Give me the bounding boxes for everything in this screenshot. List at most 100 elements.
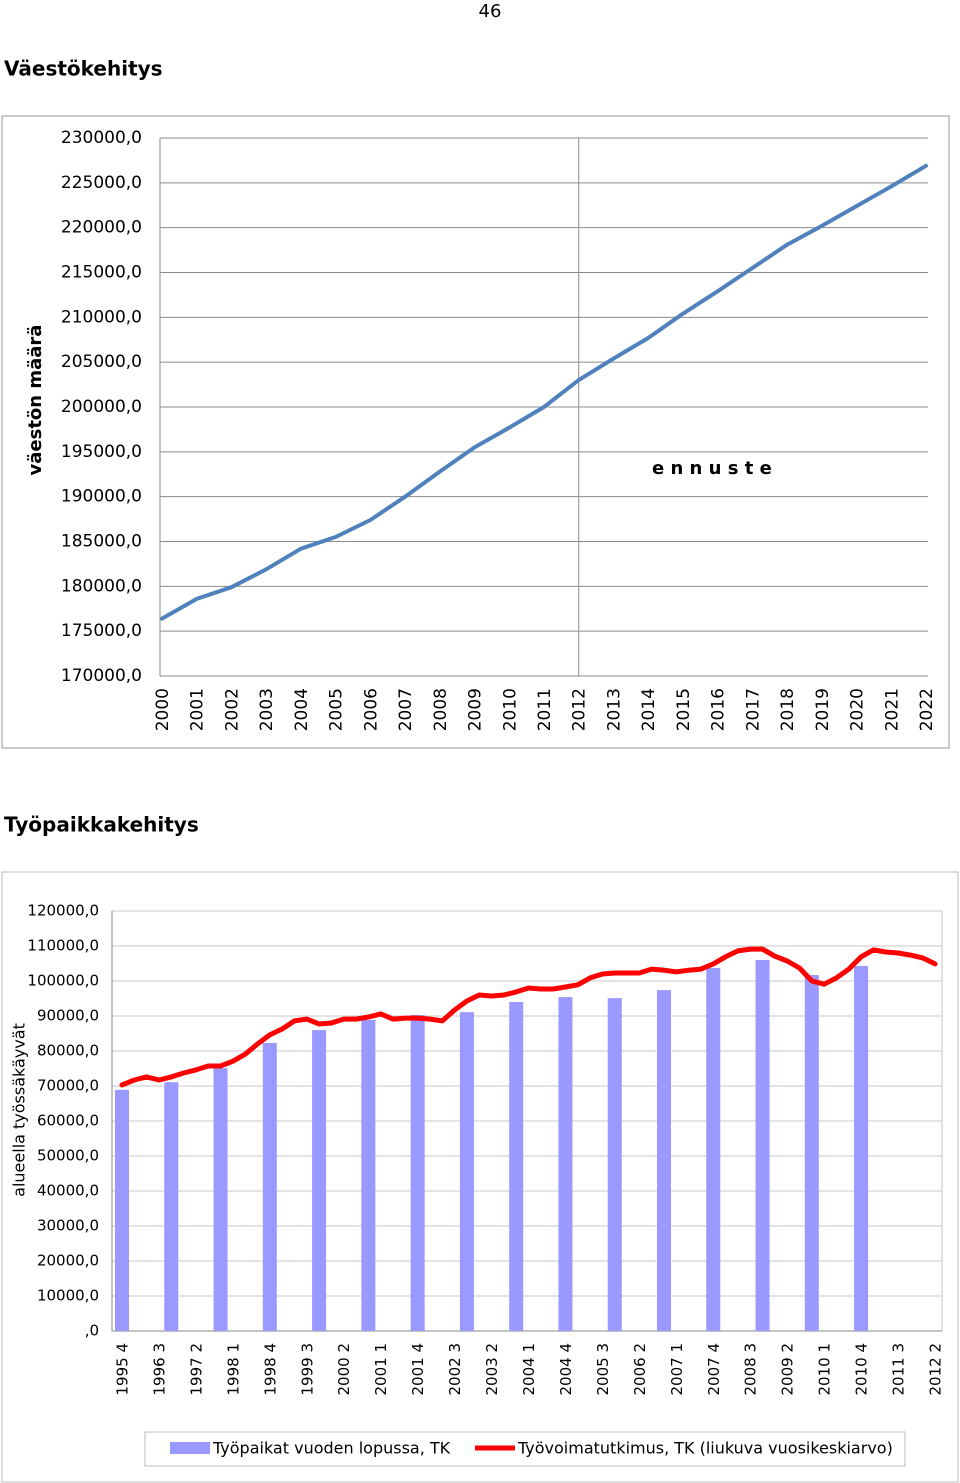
bar [312, 1030, 327, 1331]
x-tick-label: 2019 [813, 688, 833, 731]
y-tick-label: 120000,0 [27, 902, 99, 920]
y-tick-label: 185000,0 [61, 532, 142, 552]
y-tick-label: 100000,0 [27, 972, 99, 990]
heading: Työpaikkakehitys [4, 813, 199, 837]
y-tick-label: 210000,0 [61, 307, 142, 327]
page-number: 46 [479, 1, 502, 22]
y-tick-label: 10000,0 [37, 1287, 99, 1305]
bar [854, 965, 869, 1331]
x-tick-label: 2010 [500, 688, 520, 731]
x-tick-label: 2002 3 [446, 1343, 464, 1396]
y-tick-label: 195000,0 [61, 442, 142, 462]
y-tick-label: 205000,0 [61, 352, 142, 372]
y-tick-label: 230000,0 [61, 128, 142, 148]
y-tick-label: 20000,0 [37, 1252, 99, 1270]
bar [459, 1012, 474, 1331]
y-tick-label: 30000,0 [37, 1217, 99, 1235]
x-tick-label: 2001 [188, 688, 208, 731]
x-tick-label: 1996 3 [150, 1343, 168, 1396]
bar [706, 968, 721, 1331]
x-tick-label: 2005 [327, 688, 347, 731]
bar [657, 990, 671, 1331]
y-tick-label: 110000,0 [27, 937, 99, 955]
x-tick-label: 2004 4 [557, 1343, 575, 1396]
bar [164, 1082, 179, 1331]
legend-label: Työpaikat vuoden lopussa, TK [212, 1439, 451, 1458]
legend-label: Työvoimatutkimus, TK (liukuva vuosikeski… [517, 1439, 893, 1458]
x-tick-label: 1999 3 [298, 1343, 316, 1396]
y-tick-label: 180000,0 [61, 576, 142, 596]
x-tick-label: 2013 [604, 688, 624, 731]
legend-swatch [170, 1442, 210, 1454]
bar [509, 1002, 524, 1331]
y-tick-label: 225000,0 [61, 173, 142, 193]
y-tick-label: 80000,0 [37, 1042, 99, 1060]
y-tick-label: 175000,0 [61, 621, 142, 641]
x-tick-label: 2005 3 [594, 1343, 612, 1396]
x-tick-label: 2011 [535, 688, 555, 731]
bar [213, 1068, 228, 1331]
x-tick-label: 2008 3 [742, 1343, 760, 1396]
x-tick-label: 2007 [396, 688, 416, 731]
x-tick-label: 1997 2 [187, 1343, 205, 1396]
x-tick-label: 2020 [848, 688, 868, 731]
chart-frame [1, 115, 950, 749]
x-tick-label: 2010 1 [816, 1343, 834, 1396]
data-line [160, 163, 928, 621]
x-tick-label: 1995 4 [114, 1343, 132, 1396]
y-axis-label: alueella työssäkäyvät [10, 1023, 29, 1197]
bar [755, 960, 770, 1331]
x-tick-label: 2007 1 [668, 1343, 686, 1396]
x-tick-label: 2014 [639, 688, 659, 731]
x-tick-label: 2021 [882, 688, 902, 731]
x-tick-label: 2016 [709, 688, 729, 731]
x-tick-label: 2010 4 [853, 1343, 871, 1396]
y-tick-label: 220000,0 [61, 218, 142, 238]
y-tick-label: 90000,0 [37, 1007, 99, 1025]
x-tick-label: 1998 4 [261, 1343, 279, 1396]
bar [410, 1014, 425, 1331]
x-tick-label: 1998 1 [224, 1343, 242, 1396]
x-tick-label: 2007 4 [705, 1343, 723, 1396]
heading: Väestökehitys [4, 57, 163, 81]
bar [607, 998, 622, 1331]
x-tick-label: 2003 [257, 688, 277, 731]
bar [804, 975, 819, 1331]
y-tick-label: 170000,0 [61, 666, 142, 686]
x-tick-label: 2006 [361, 688, 381, 731]
bar [361, 1019, 376, 1331]
x-tick-label: 2009 2 [779, 1343, 797, 1396]
legend-frame [144, 1431, 906, 1467]
x-tick-label: 2009 [466, 688, 486, 731]
x-tick-label: 2018 [778, 688, 798, 731]
x-tick-label: 2006 2 [631, 1343, 649, 1396]
annotation: e n n u s t e [652, 458, 772, 479]
x-tick-label: 2015 [674, 688, 694, 731]
x-tick-label: 2004 [292, 688, 312, 731]
x-tick-label: 2001 1 [372, 1343, 390, 1396]
bar [115, 1089, 129, 1331]
x-tick-label: 2012 2 [927, 1343, 945, 1396]
x-tick-label: 2017 [743, 688, 763, 731]
x-tick-label: 2002 [222, 688, 242, 731]
bar [262, 1042, 277, 1331]
x-tick-label: 2012 [570, 688, 590, 731]
x-tick-label: 2011 3 [890, 1343, 908, 1396]
y-tick-label: 50000,0 [37, 1147, 99, 1165]
x-tick-label: 2000 2 [335, 1343, 353, 1396]
x-tick-label: 2004 1 [520, 1343, 538, 1396]
x-tick-label: 2008 [431, 688, 451, 731]
y-tick-label: 200000,0 [61, 397, 142, 417]
y-tick-label: ,0 [85, 1322, 99, 1340]
bar [558, 997, 573, 1331]
data-line [119, 946, 938, 1088]
y-tick-label: 60000,0 [37, 1112, 99, 1130]
x-tick-label: 2003 2 [483, 1343, 501, 1396]
y-axis-label: väestön määrä [25, 325, 46, 476]
y-tick-label: 70000,0 [37, 1077, 99, 1095]
y-tick-label: 190000,0 [61, 487, 142, 507]
x-tick-label: 2000 [153, 688, 173, 731]
chart-frame [1, 871, 959, 1483]
